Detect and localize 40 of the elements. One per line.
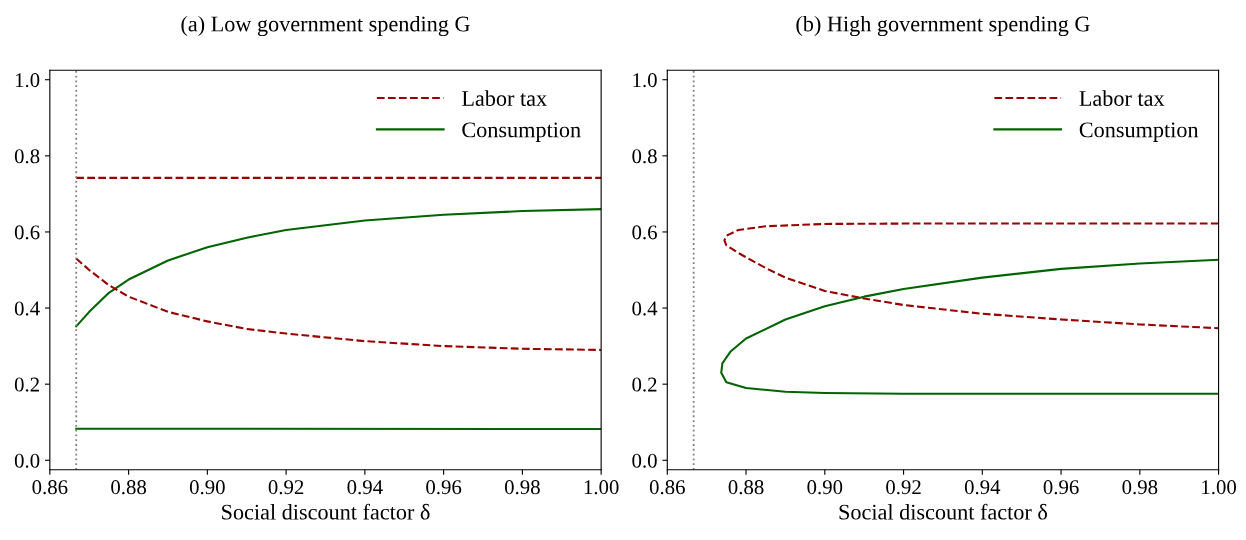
y-tick-label: 0.0 xyxy=(632,453,657,468)
x-axis-title: Social discount factor δ xyxy=(222,503,430,520)
y-tick-label: 0.2 xyxy=(632,377,657,392)
y-tick-label: 0.2 xyxy=(14,377,39,392)
x-tick-label: 0.92 xyxy=(268,480,304,495)
y-tick-label: 0.0 xyxy=(14,453,40,468)
y-tick-label: 1.0 xyxy=(15,73,40,88)
x-tick-label: 0.86 xyxy=(649,480,685,495)
legend-label: Consumption xyxy=(462,122,581,142)
x-tick-label: 0.88 xyxy=(728,480,764,495)
x-tick-label: 0.96 xyxy=(426,480,462,495)
x-tick-label: 0.94 xyxy=(964,480,1001,495)
y-tick-label: 0.6 xyxy=(632,225,657,240)
legend-label: Labor tax xyxy=(1079,90,1165,106)
y-tick-label: 0.4 xyxy=(632,301,658,316)
legend-label: Consumption xyxy=(1079,122,1199,142)
x-tick-label: 0.98 xyxy=(1122,480,1158,495)
line-series xyxy=(720,258,1219,395)
x-tick-label: 0.94 xyxy=(347,480,383,495)
y-tick-label: 1.0 xyxy=(633,73,657,88)
chart-title: (a) Low government spending G xyxy=(181,15,470,37)
line-series xyxy=(75,257,602,351)
x-axis-title: Social discount factor δ xyxy=(839,503,1047,520)
y-tick-label: 0.4 xyxy=(14,301,40,316)
x-tick-label: 0.88 xyxy=(111,480,147,495)
x-tick-label: 0.92 xyxy=(886,480,921,495)
chart-title: (b) High government spending G xyxy=(796,15,1090,37)
x-tick-label: 1.00 xyxy=(584,480,619,495)
y-tick-label: 0.6 xyxy=(14,225,40,240)
x-tick-label: 0.86 xyxy=(32,480,68,495)
line-series xyxy=(723,222,1219,330)
legend-label: Labor tax xyxy=(462,90,547,106)
y-tick-label: 0.8 xyxy=(632,149,657,164)
x-tick-label: 0.96 xyxy=(1043,480,1079,495)
x-tick-label: 0.98 xyxy=(504,480,540,495)
line-series xyxy=(75,208,602,328)
x-tick-label: 0.90 xyxy=(807,480,843,495)
y-tick-label: 0.8 xyxy=(14,149,40,164)
x-tick-label: 1.00 xyxy=(1202,480,1237,495)
x-tick-label: 0.90 xyxy=(189,480,225,495)
